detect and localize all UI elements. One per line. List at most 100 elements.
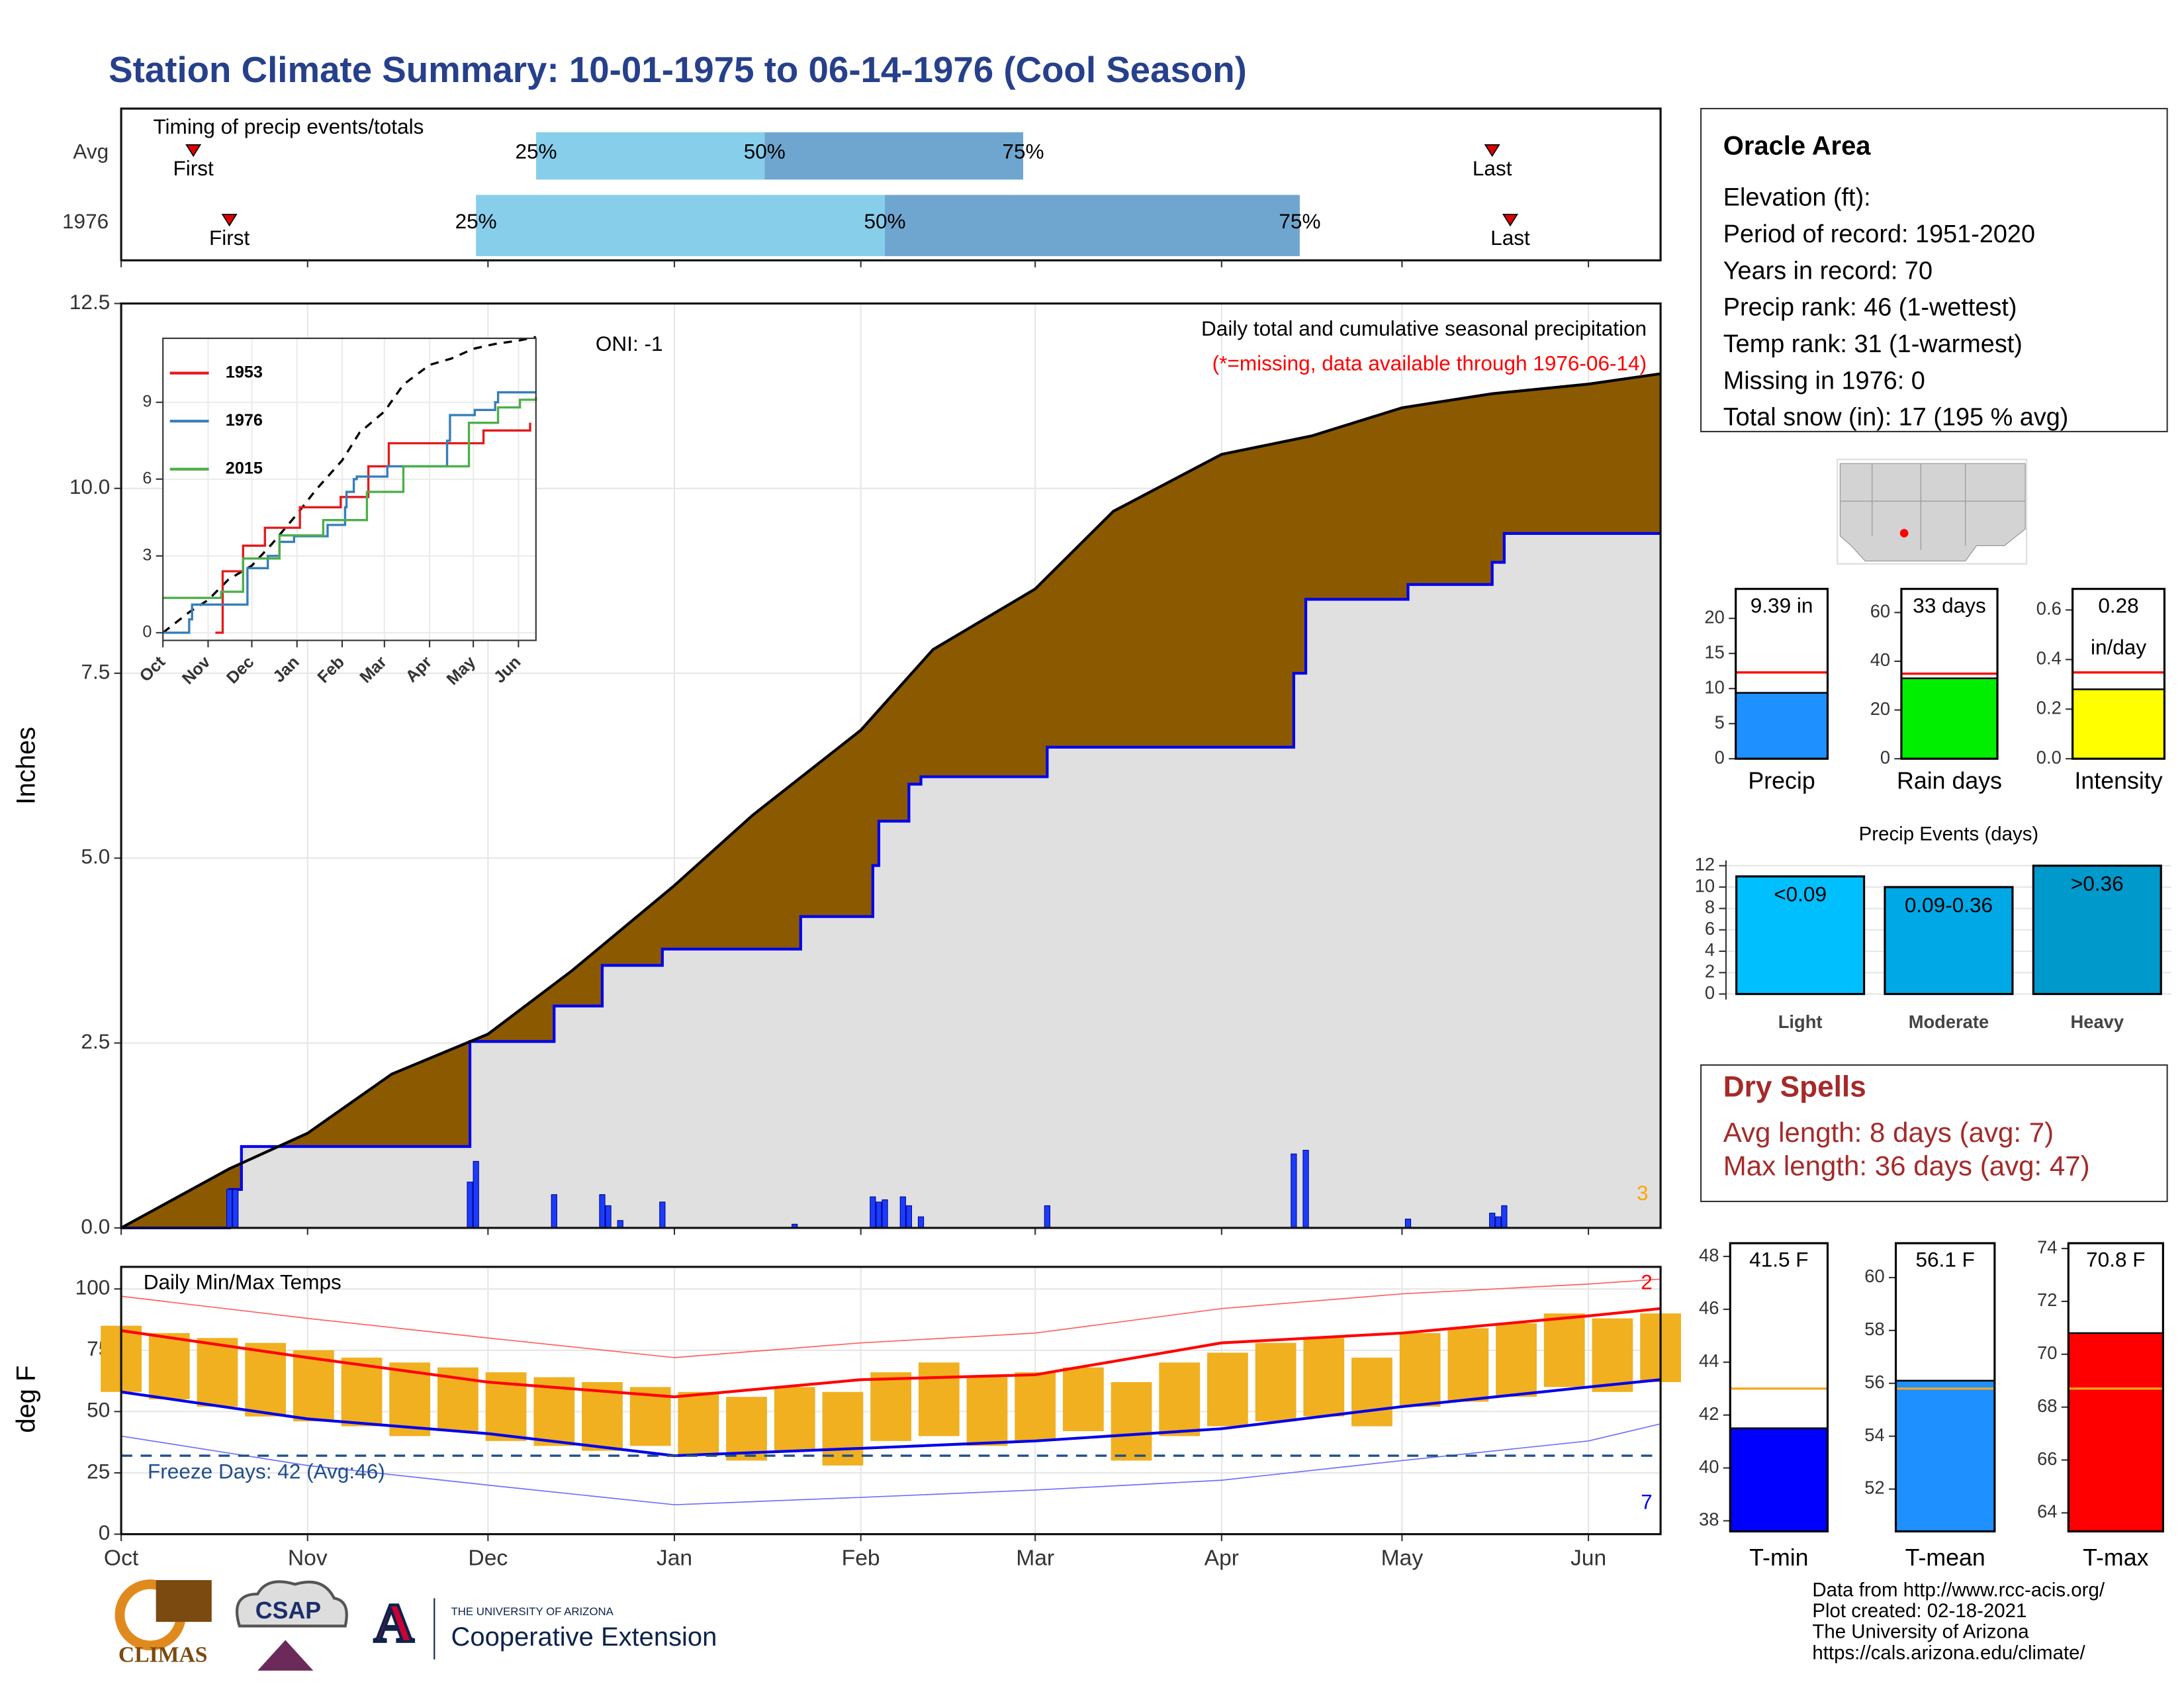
y-tick-label: 6	[142, 469, 152, 487]
inset-avg-line	[162, 336, 537, 634]
daily-temp-bar	[197, 1338, 238, 1407]
category-label: Heavy	[2071, 1011, 2124, 1032]
y-tick-label: 44	[1699, 1350, 1719, 1371]
timing-marker	[221, 214, 238, 227]
ua-logo: A	[374, 1593, 414, 1654]
legend-label: 1976	[226, 411, 263, 430]
info-line: Years in record: 70	[1723, 257, 1933, 285]
category-label: T-min	[1749, 1544, 1808, 1571]
daily-precip-bar	[899, 1196, 906, 1229]
axis-title: deg F	[12, 1366, 41, 1433]
bar	[2032, 865, 2162, 996]
y-tick-label: 38	[1699, 1509, 1719, 1530]
unit-label: in/day	[2091, 635, 2146, 659]
value-label: 41.5 F	[1749, 1248, 1808, 1272]
daily-temp-bar	[245, 1342, 287, 1417]
y-tick-label: 46	[1699, 1297, 1719, 1318]
y-tick-label: 10	[1695, 875, 1715, 896]
freeze-label: Freeze Days: 42 (Avg:46)	[148, 1459, 385, 1483]
bar	[2068, 1332, 2164, 1532]
x-tick-label: Mar	[1016, 1546, 1054, 1570]
panel-frame	[1729, 1242, 1829, 1532]
bar	[1735, 875, 1866, 996]
y-tick-label: 54	[1864, 1425, 1884, 1445]
csap-logo: CSAP	[255, 1597, 321, 1624]
dry-spells-box	[1700, 1064, 2168, 1203]
y-tick-label: 40	[1870, 649, 1890, 670]
csap-cloud	[236, 1580, 348, 1628]
daily-temp-bar	[966, 1377, 1008, 1446]
daily-temp-bar	[1255, 1342, 1297, 1422]
info-line: Missing in 1976: 0	[1723, 367, 1925, 395]
location-map	[1837, 458, 2028, 565]
daily-precip-bar	[917, 1216, 925, 1229]
daily-temp-bar	[678, 1391, 719, 1456]
footer-line: The University of Arizona	[1812, 1621, 2029, 1643]
y-tick-label: 8	[1705, 897, 1715, 917]
y-tick-label: 2.5	[81, 1029, 110, 1053]
category-label: T-mean	[1905, 1544, 1985, 1571]
value-label: 0.28	[2098, 593, 2138, 617]
daily-precip-bar	[232, 1189, 239, 1229]
y-tick-label: 64	[2037, 1501, 2057, 1522]
info-line: Precip rank: 46 (1-wettest)	[1723, 294, 2017, 322]
y-tick-label: 10	[1704, 677, 1724, 697]
timing-marker-label: Last	[1473, 156, 1512, 180]
logos: CLIMAS CSAP A THE UNIVERSITY OF ARIZONA …	[114, 1579, 717, 1671]
dry-spells-line: Avg length: 8 days (avg: 7)	[1723, 1117, 2054, 1148]
daily-precip-bar	[1291, 1153, 1297, 1229]
timing-marker-label: First	[173, 156, 214, 180]
y-tick-label: 0.4	[2036, 648, 2062, 669]
y-tick-label: 3	[142, 545, 152, 564]
daily-temp-bar	[1496, 1323, 1537, 1397]
y-tick-label: 42	[1699, 1403, 1719, 1424]
inset-series-line	[163, 397, 537, 599]
legend-label: 1953	[226, 363, 263, 381]
x-tick-label: Dec	[468, 1546, 508, 1570]
y-tick-label: 0.0	[81, 1214, 110, 1238]
inset-bg	[163, 338, 536, 641]
daily-temp-bar	[1111, 1382, 1152, 1461]
daily-temp-bar	[726, 1397, 767, 1461]
quartile-bar	[885, 195, 1300, 256]
bar	[1884, 886, 2014, 996]
y-tick-label: 2	[1705, 961, 1715, 982]
daily-temp-bar	[389, 1362, 431, 1436]
info-line: Total snow (in): 17 (195 % avg)	[1723, 404, 2069, 432]
footer-line: Plot created: 02-18-2021	[1812, 1600, 2026, 1622]
y-tick-label: 0.6	[2036, 598, 2062, 619]
category-label: T-max	[2083, 1544, 2148, 1571]
bar	[1735, 692, 1829, 760]
quartile-label: 25%	[515, 140, 557, 164]
daily-precip-bar	[882, 1199, 888, 1229]
snow-count: 3	[1637, 1181, 1649, 1205]
category-label: Precip	[1748, 767, 1815, 794]
y-tick-label: 0	[1705, 982, 1715, 1003]
axis-title: Inches	[12, 727, 41, 805]
plot-frame	[120, 1266, 1662, 1536]
y-tick-label: 12.5	[69, 290, 110, 314]
cumulative-area	[121, 533, 1661, 1228]
avg-cumulative-line	[120, 372, 1661, 1229]
y-tick-label: 0	[1880, 747, 1890, 767]
timing-marker	[1484, 144, 1500, 158]
quartile-label: 75%	[1002, 140, 1044, 164]
y-tick-label: 70	[2037, 1342, 2057, 1363]
y-tick-label: 74	[2037, 1237, 2057, 1257]
daily-precip-bar	[473, 1160, 479, 1229]
record-max-count: 2	[1641, 1270, 1653, 1293]
row-label: Avg	[73, 140, 109, 164]
csap-mountain	[257, 1640, 314, 1671]
bar	[1729, 1427, 1829, 1532]
y-tick-label: 0.0	[2036, 747, 2062, 767]
daily-precip-bar	[617, 1220, 623, 1229]
panel-frame	[2067, 1242, 2164, 1532]
y-tick-label: 20	[1870, 698, 1890, 719]
y-tick-label: 52	[1864, 1477, 1884, 1498]
y-tick-label: 0.2	[2036, 697, 2062, 718]
footer-line: Data from http://www.rcc-acis.org/	[1812, 1579, 2105, 1601]
daily-precip-bar	[905, 1205, 912, 1229]
dry-spells-line: Max length: 36 days (avg: 47)	[1723, 1150, 2090, 1182]
